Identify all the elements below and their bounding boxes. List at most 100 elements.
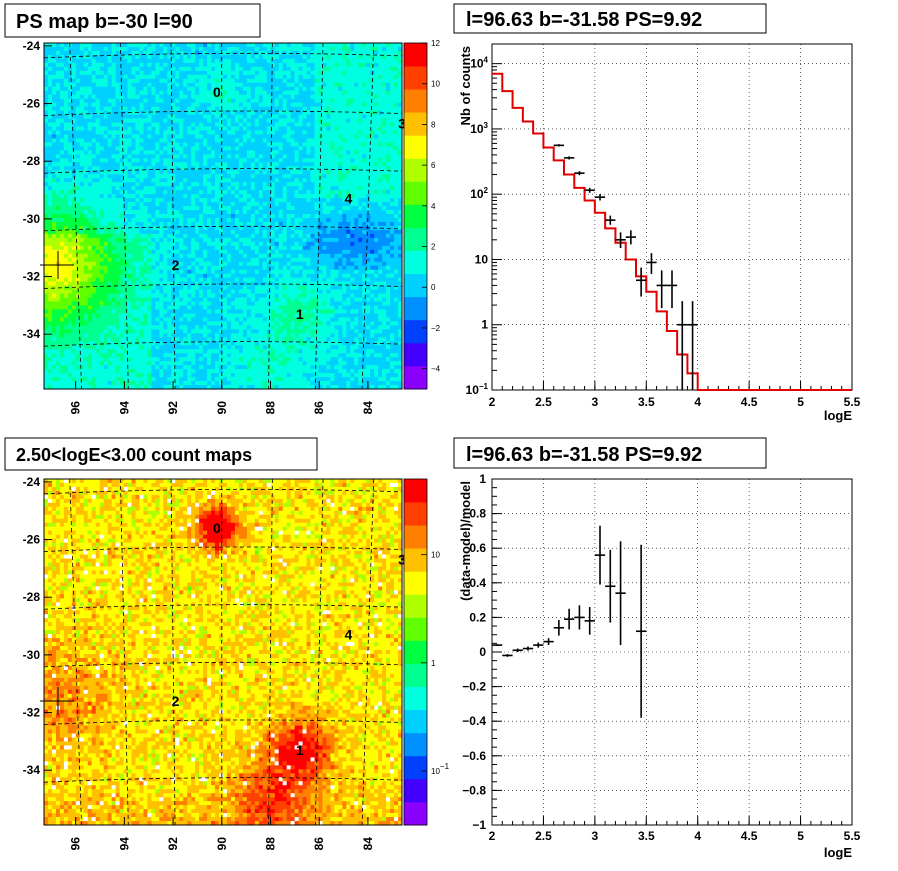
map-pixel (75, 154, 81, 159)
map-pixel (91, 118, 97, 123)
map-pixel (151, 170, 156, 175)
map-pixel (354, 166, 359, 171)
map-pixel (382, 126, 387, 131)
map-pixel (270, 162, 276, 167)
map-pixel (51, 114, 57, 119)
map-pixel (123, 102, 128, 107)
map-pixel (163, 174, 168, 179)
map-pixel (95, 182, 101, 187)
map-pixel (362, 186, 367, 191)
map-pixel (83, 162, 89, 167)
map-pixel (390, 94, 395, 100)
map-pixel (290, 66, 295, 72)
map-pixel (370, 46, 375, 52)
map-pixel (398, 210, 403, 215)
map-pixel (226, 106, 232, 111)
map-pixel (394, 146, 399, 151)
map-pixel (131, 249, 136, 255)
map-pixel (95, 186, 101, 191)
map-pixel (378, 98, 383, 104)
map-pixel (99, 261, 105, 267)
map-pixel (246, 62, 252, 68)
map-pixel (119, 241, 124, 247)
map-pixel (191, 249, 196, 255)
map-pixel (262, 214, 268, 219)
map-pixel (47, 166, 53, 171)
map-pixel (159, 194, 164, 199)
map-pixel (294, 130, 299, 135)
map-pixel (219, 146, 224, 151)
map-pixel (219, 138, 224, 143)
map-pixel (282, 233, 287, 239)
map-pixel (63, 50, 69, 56)
map-pixel (258, 178, 264, 183)
map-pixel (290, 225, 295, 231)
map-pixel (143, 114, 148, 119)
map-pixel (203, 66, 208, 72)
map-pixel (103, 110, 108, 115)
map-pixel (258, 114, 264, 119)
map-pixel (242, 50, 248, 56)
ps-map-heatmap (44, 43, 403, 390)
map-pixel (155, 257, 160, 263)
map-pixel (346, 66, 351, 72)
map-pixel (234, 90, 240, 96)
map-pixel (382, 62, 387, 68)
map-pixel (246, 190, 252, 195)
map-pixel (394, 214, 399, 219)
map-pixel (183, 170, 188, 175)
map-pixel (119, 158, 124, 163)
map-pixel (163, 162, 168, 167)
map-pixel (246, 237, 252, 243)
map-pixel (314, 86, 319, 92)
map-pixel (99, 54, 105, 60)
map-pixel (63, 194, 69, 199)
map-pixel (262, 134, 268, 139)
map-pixel (183, 74, 188, 80)
map-pixel (386, 182, 391, 187)
map-pixel (119, 46, 124, 52)
map-pixel (215, 174, 220, 179)
map-pixel (294, 138, 299, 143)
map-pixel (47, 154, 53, 159)
map-pixel (346, 257, 351, 263)
map-pixel (115, 261, 120, 267)
map-pixel (234, 194, 240, 199)
map-pixel (143, 46, 148, 52)
map-pixel (199, 66, 204, 72)
map-pixel (242, 214, 248, 219)
map-pixel (262, 130, 268, 135)
map-pixel (47, 214, 53, 219)
map-pixel (322, 217, 327, 223)
map-pixel (211, 233, 216, 239)
map-pixel (366, 182, 371, 187)
map-pixel (223, 150, 228, 155)
map-pixel (334, 221, 339, 227)
map-pixel (119, 174, 124, 179)
map-pixel (99, 202, 105, 207)
map-pixel (211, 62, 216, 68)
map-pixel (223, 74, 228, 80)
map-pixel (366, 229, 371, 235)
map-pixel (95, 130, 101, 135)
map-pixel (219, 194, 224, 199)
map-pixel (191, 217, 196, 223)
map-pixel (199, 43, 204, 48)
map-pixel (234, 94, 240, 100)
map-pixel (67, 221, 73, 227)
map-pixel (131, 146, 136, 151)
map-pixel (223, 233, 228, 239)
map-pixel (83, 202, 89, 207)
map-pixel (346, 249, 351, 255)
map-pixel (254, 237, 260, 243)
map-pixel (278, 70, 284, 76)
map-pixel (238, 142, 244, 147)
map-pixel (99, 74, 105, 80)
map-pixel (298, 162, 303, 167)
map-pixel (171, 178, 176, 183)
map-pixel (147, 261, 152, 267)
map-pixel (55, 241, 61, 247)
map-pixel (135, 102, 140, 107)
map-pixel (346, 50, 351, 56)
map-pixel (91, 98, 97, 104)
